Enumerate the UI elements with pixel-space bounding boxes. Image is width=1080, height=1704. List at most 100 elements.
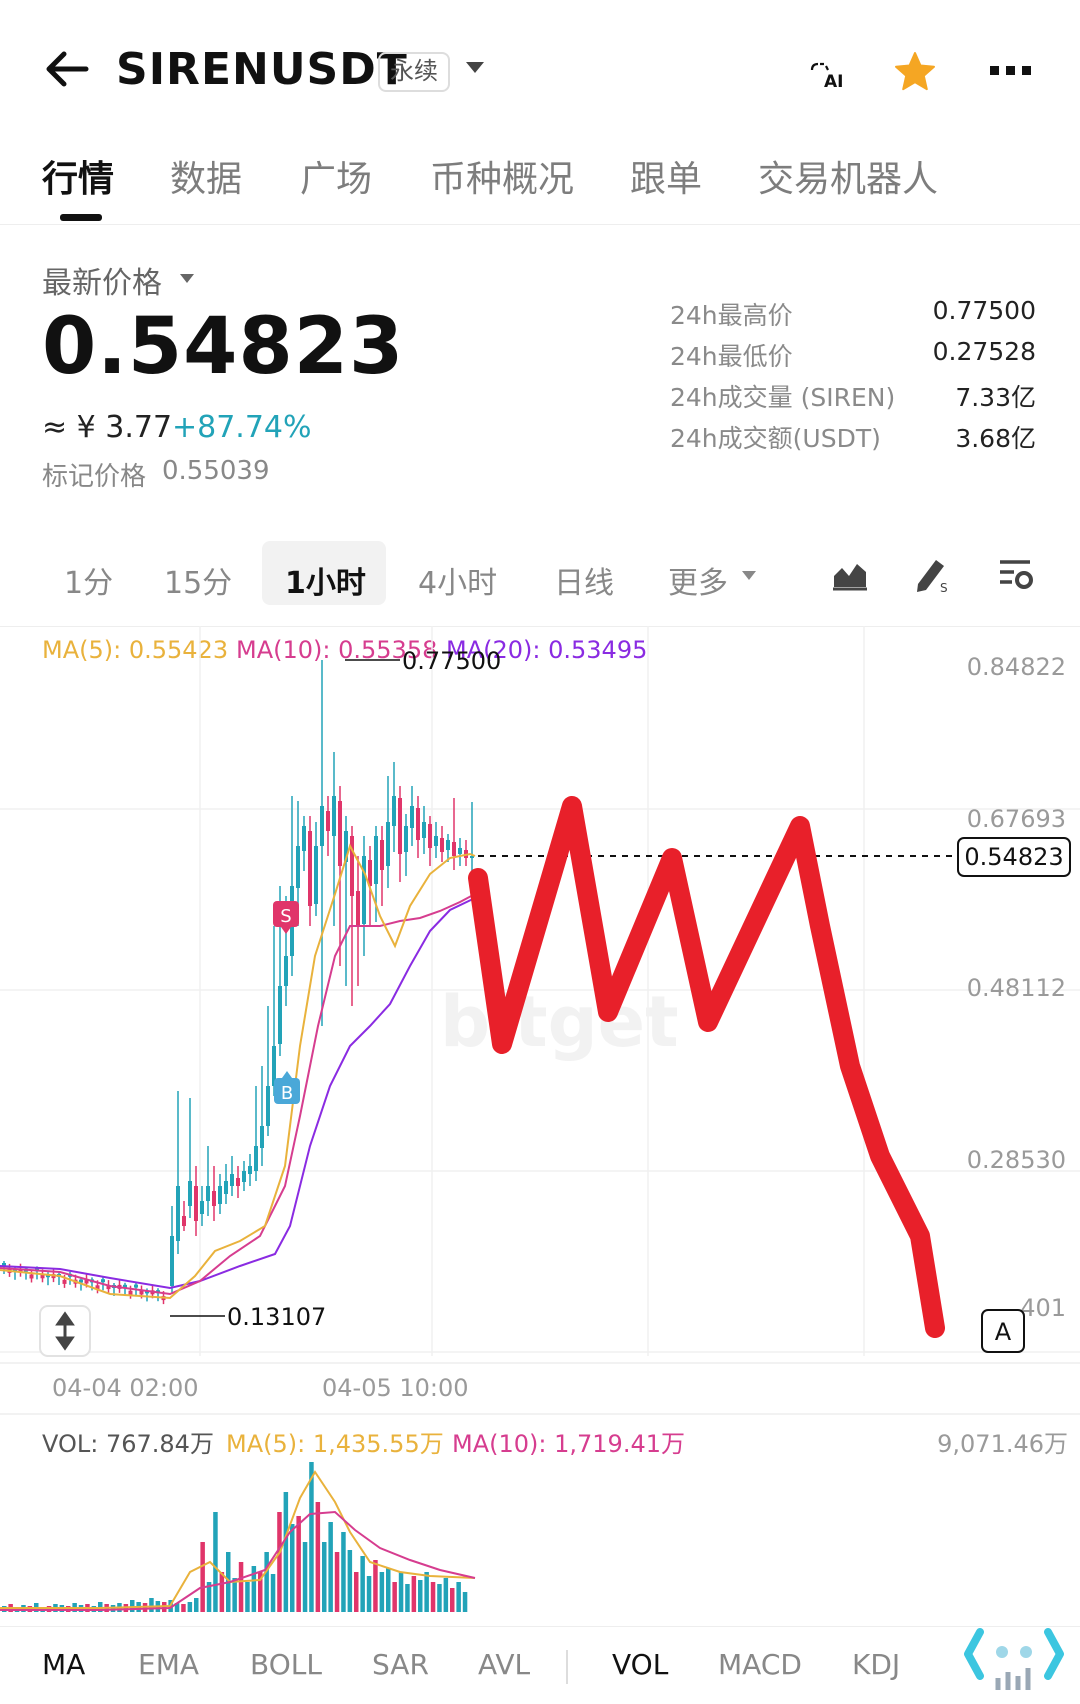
tab-data[interactable]: 数据 <box>170 159 243 200</box>
candle-body <box>170 1236 174 1286</box>
volume-bar <box>251 1566 257 1612</box>
latest-price-label[interactable]: 最新价格 <box>42 266 162 301</box>
candle-body <box>95 1285 100 1290</box>
candle-body <box>254 1146 258 1171</box>
candle-body <box>236 1178 240 1186</box>
time-axis-label: 04-04 02:00 <box>52 1374 199 1402</box>
candle-body <box>446 840 450 850</box>
chart-type-icon[interactable] <box>830 554 870 594</box>
indicator-vol[interactable]: VOL <box>612 1648 669 1681</box>
volume-bars <box>2 1462 468 1612</box>
candle-body <box>272 1046 276 1086</box>
active-tab-indicator <box>60 214 102 221</box>
candle-body <box>206 1186 210 1201</box>
volume-bar <box>277 1512 282 1612</box>
back-arrow-icon[interactable] <box>42 44 92 94</box>
interval-1m[interactable]: 1分 <box>64 566 114 601</box>
buy-marker-label: B <box>281 1083 293 1104</box>
volume-chart[interactable] <box>0 1412 1080 1630</box>
low-marker-label: 0.13107 <box>227 1303 326 1331</box>
current-price-tag-box <box>957 837 1071 877</box>
candles <box>2 660 474 1305</box>
stat-turnover-value: 3.68亿 <box>955 424 1036 453</box>
volume-ma10-label: MA(10): 1,719.41万 <box>452 1430 685 1458</box>
volume-bar <box>296 1516 301 1612</box>
candle-body <box>101 1279 105 1283</box>
candle-body <box>398 798 402 854</box>
chart-settings-icon[interactable] <box>996 554 1036 594</box>
candlestick-chart[interactable]: bitget 0.54823 0.77500 0.13107 S B 0.848… <box>0 626 1080 1406</box>
indicator-macd[interactable]: MACD <box>718 1648 802 1681</box>
ai-assistant-icon[interactable]: AI <box>810 62 854 96</box>
tab-square[interactable]: 广场 <box>300 159 373 200</box>
volume-bar <box>149 1598 154 1612</box>
tab-market[interactable]: 行情 <box>42 159 115 200</box>
tab-copy-trade[interactable]: 跟单 <box>630 159 703 200</box>
auto-scale-button <box>981 1309 1025 1353</box>
assistant-bot-icon[interactable] <box>962 1612 1066 1696</box>
sell-marker-label: S <box>280 906 291 927</box>
price-axis-label: 0.28530 <box>967 1146 1066 1174</box>
candle-body <box>350 836 354 896</box>
volume-ma5-line <box>0 1470 476 1609</box>
mark-price-label: 标记价格 <box>42 462 147 492</box>
ma5-label: MA(5): 0.55423 <box>42 636 229 664</box>
cny-price: ≈ ¥ 3.77 <box>42 410 173 445</box>
candle-body <box>470 856 474 858</box>
last-price: 0.54823 <box>42 302 405 392</box>
more-menu-icon[interactable] <box>988 58 1034 82</box>
candle-body <box>176 1186 180 1241</box>
interval-15m[interactable]: 15分 <box>164 566 233 601</box>
volume-bar <box>347 1550 353 1612</box>
candle-body <box>106 1285 111 1290</box>
volume-bar <box>264 1552 269 1612</box>
drawing-tool-icon[interactable]: S <box>912 554 952 594</box>
interval-1h[interactable]: 1小时 <box>285 566 366 601</box>
indicator-boll[interactable]: BOLL <box>250 1648 322 1681</box>
candle-body <box>344 831 348 862</box>
indicator-ma[interactable]: MA <box>42 1648 86 1681</box>
indicator-avl[interactable]: AVL <box>478 1648 531 1681</box>
interval-more-caret-icon[interactable] <box>742 571 756 580</box>
symbol-title[interactable]: SIRENUSDT <box>116 44 408 95</box>
indicator-kdj[interactable]: KDJ <box>852 1648 901 1681</box>
volume-bar <box>443 1578 449 1612</box>
svg-text:S: S <box>940 581 948 594</box>
time-axis-label: 04-05 10:00 <box>322 1374 469 1402</box>
stat-high-value: 0.77500 <box>932 296 1036 325</box>
favorite-star-icon[interactable] <box>893 50 937 94</box>
volume-bar <box>181 1604 186 1612</box>
divider <box>0 224 1080 225</box>
volume-bar <box>450 1588 455 1612</box>
symbol-dropdown-caret-icon[interactable] <box>466 62 484 73</box>
indicator-separator <box>566 1650 568 1684</box>
tab-trading-bot[interactable]: 交易机器人 <box>758 159 939 200</box>
indicator-sar[interactable]: SAR <box>372 1648 429 1681</box>
volume-bar <box>194 1598 199 1612</box>
candle-body <box>362 856 366 924</box>
interval-more[interactable]: 更多 <box>668 566 728 601</box>
candle-body <box>230 1174 234 1186</box>
candle-body <box>13 1268 17 1272</box>
volume-bar <box>398 1572 404 1612</box>
candle-body <box>224 1181 228 1194</box>
candle-body <box>314 846 318 904</box>
candle-body <box>194 1186 198 1221</box>
volume-bar <box>270 1574 276 1612</box>
candle-body <box>356 891 360 926</box>
volume-label: VOL: 767.84万 <box>42 1430 214 1458</box>
volume-bar <box>130 1600 135 1612</box>
candle-body <box>320 806 324 846</box>
tab-coin-overview[interactable]: 币种概况 <box>430 159 575 200</box>
auto-scale-label: A <box>995 1318 1012 1346</box>
volume-bar <box>328 1522 333 1612</box>
interval-daily[interactable]: 日线 <box>554 566 614 601</box>
candle-body <box>79 1279 83 1283</box>
price-type-caret-icon[interactable] <box>180 274 194 283</box>
interval-4h[interactable]: 4小时 <box>418 566 498 601</box>
candle-body <box>434 836 438 846</box>
sell-marker <box>273 901 299 927</box>
indicator-ema[interactable]: EMA <box>138 1648 200 1681</box>
candle-body <box>386 822 390 866</box>
volume-bar <box>206 1582 212 1612</box>
